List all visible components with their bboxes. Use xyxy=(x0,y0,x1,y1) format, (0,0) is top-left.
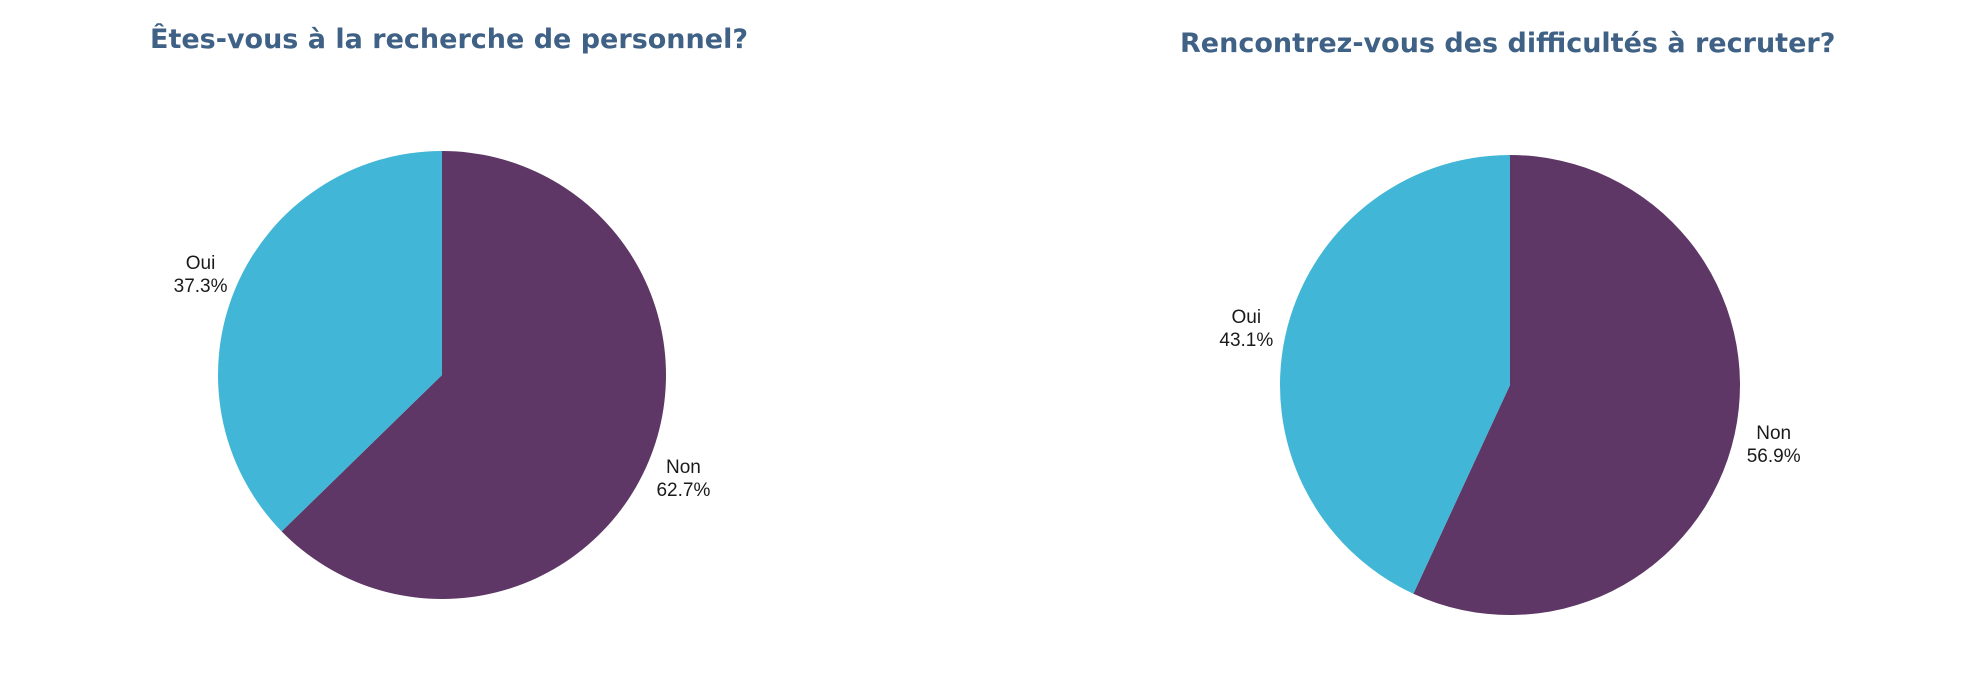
slice-label-oui: Oui xyxy=(1232,307,1262,328)
slice-value-label-non: 56.9% xyxy=(1747,446,1801,467)
chart-panel-recherche: Êtes-vous à la recherche de personnel? N… xyxy=(0,0,990,676)
slice-value-label-oui: 43.1% xyxy=(1219,330,1273,351)
slice-label-non: Non xyxy=(666,457,701,478)
chart-title: Êtes-vous à la recherche de personnel? xyxy=(150,24,748,55)
slice-value-label-oui: 37.3% xyxy=(174,276,228,297)
slice-value-label-non: 62.7% xyxy=(656,480,710,501)
pie-slice-oui xyxy=(1279,155,1510,594)
pie-slice-oui xyxy=(218,151,442,532)
slice-label-oui: Oui xyxy=(186,253,216,274)
slice-label-non: Non xyxy=(1756,423,1791,444)
chart-panel-difficultes: Rencontrez-vous des difficultés à recrut… xyxy=(990,0,1983,676)
chart-title: Rencontrez-vous des difficultés à recrut… xyxy=(1180,28,1836,59)
pie-slice-non xyxy=(281,151,667,599)
pie-slice-non xyxy=(1413,155,1740,615)
